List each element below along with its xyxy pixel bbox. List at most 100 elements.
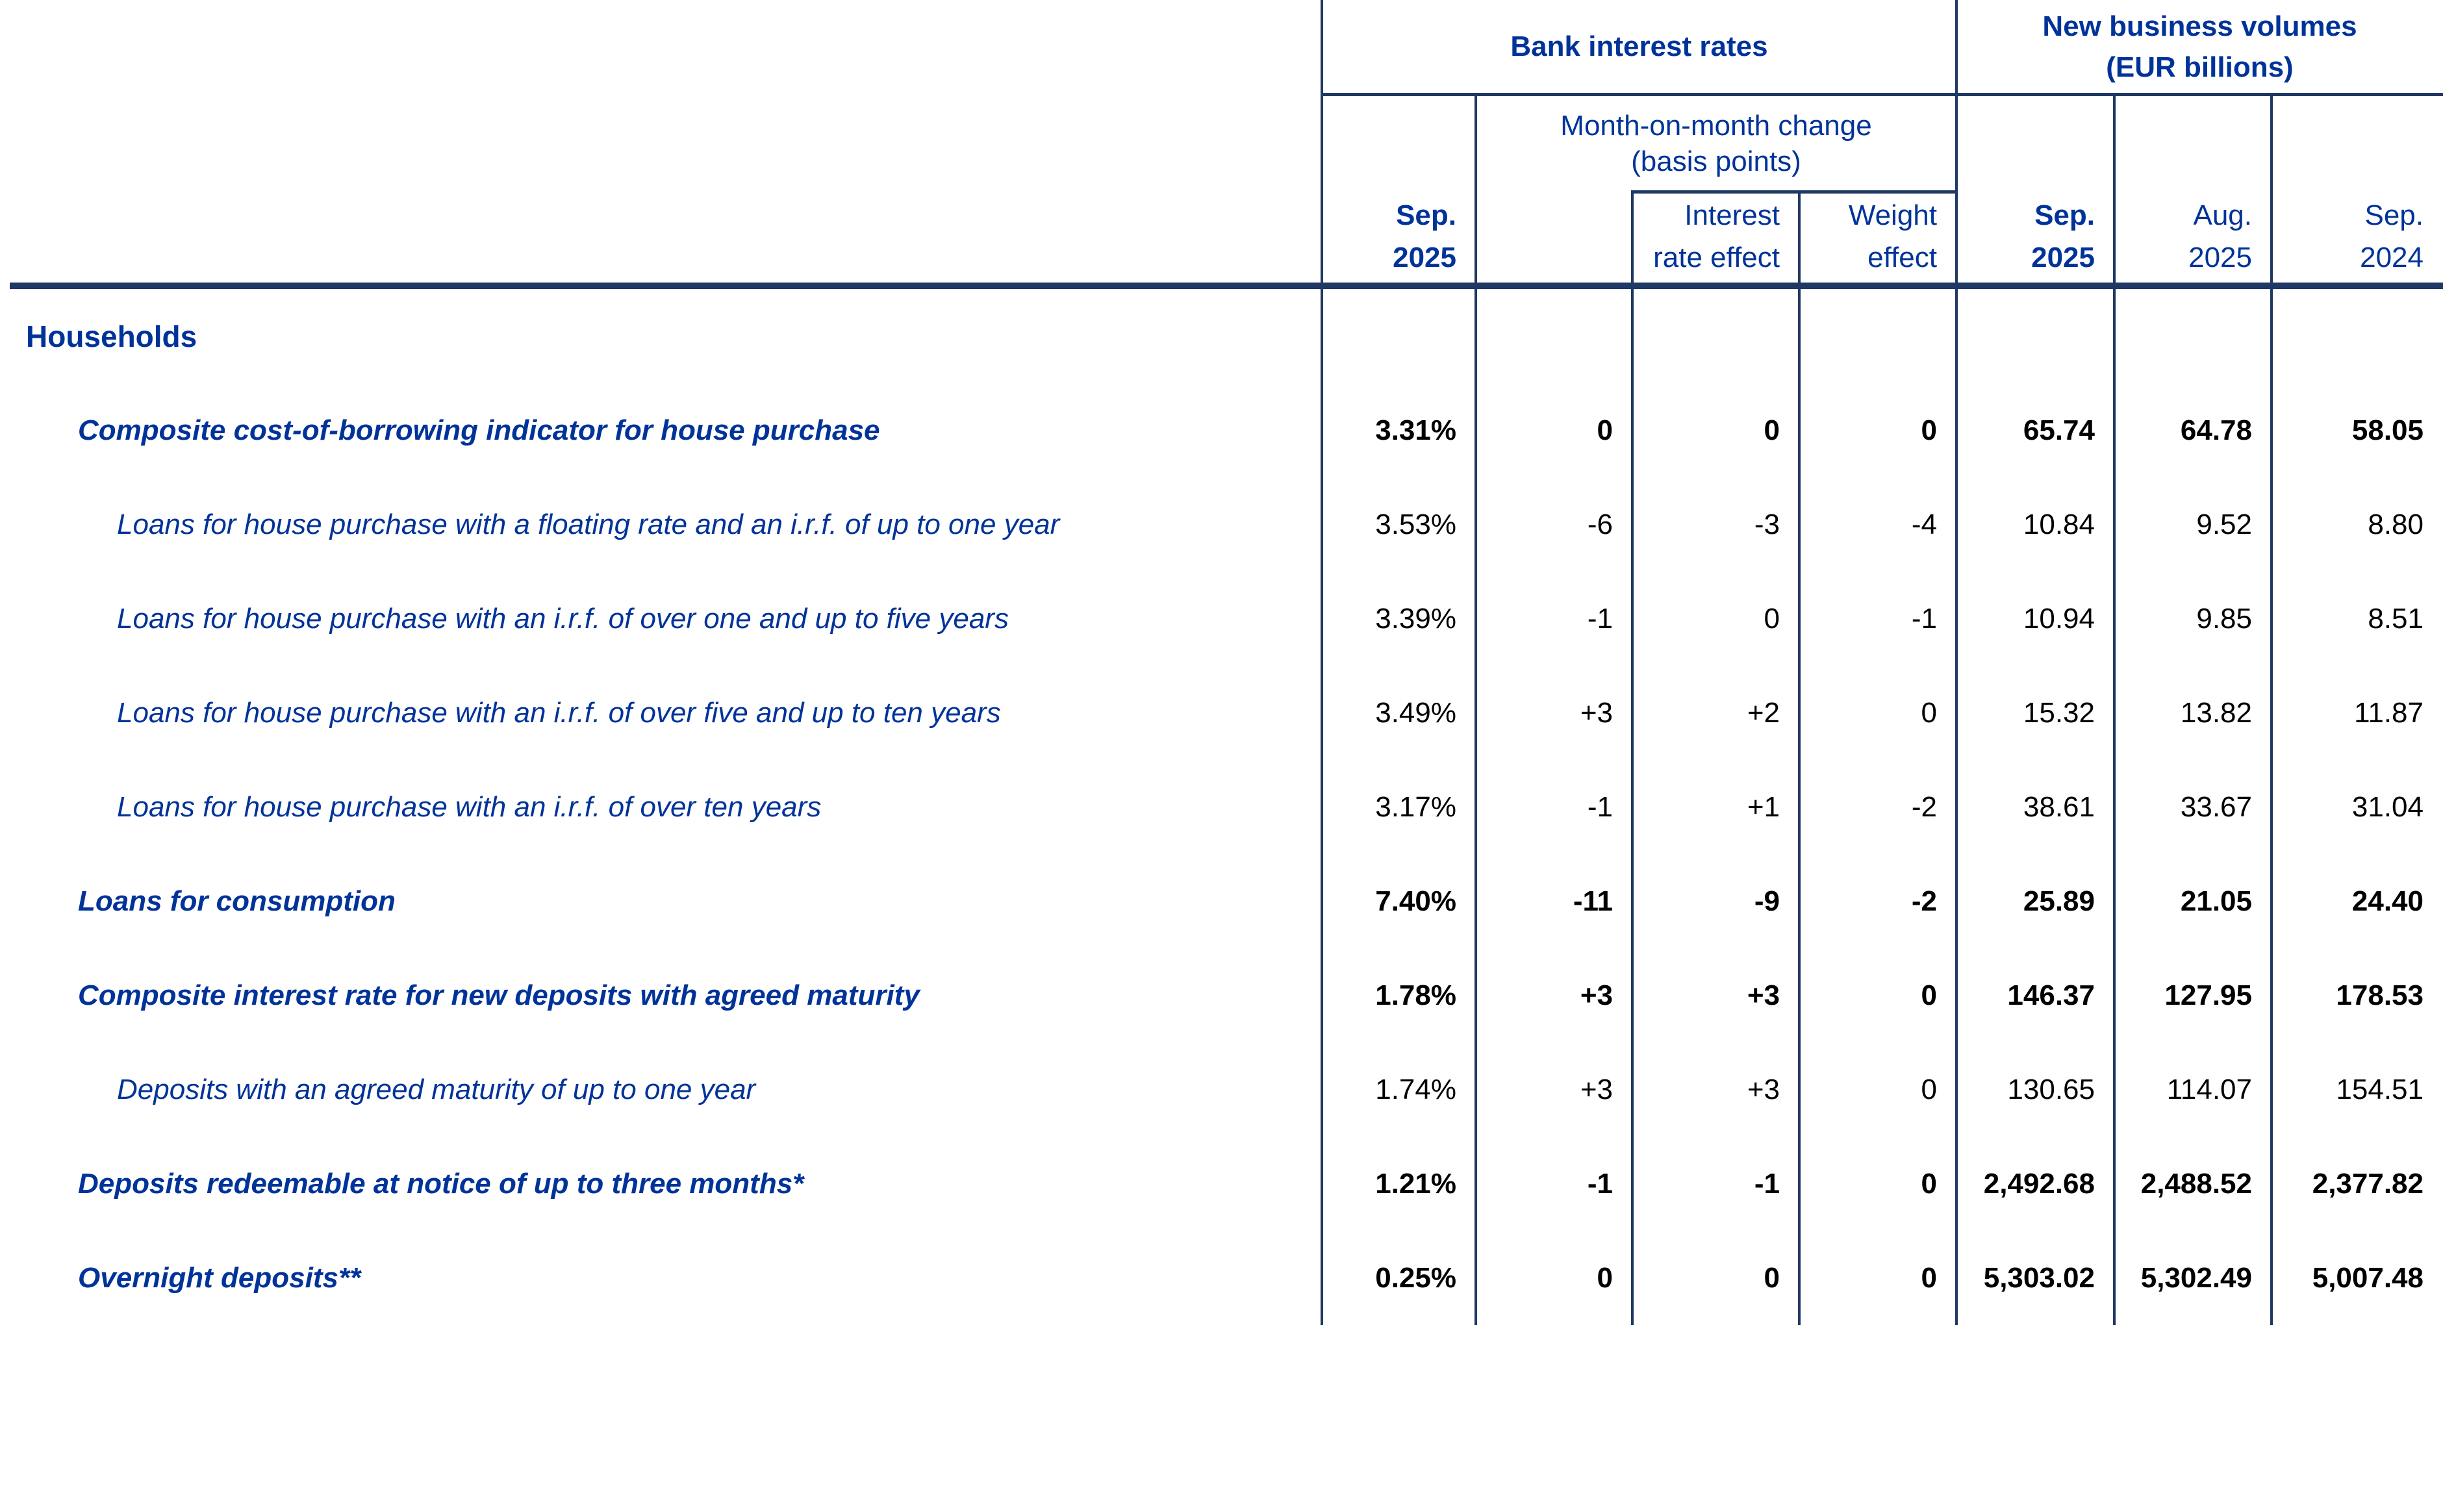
rate-sep-2025-cell: 1.78% — [1375, 979, 1456, 1011]
volume-sep-2024-cell: 8.51 — [2368, 602, 2424, 635]
interest-rate-effect-cell: 0 — [1764, 414, 1780, 446]
volume-sep-2024-cell: 2,377.82 — [2312, 1167, 2424, 1200]
header-new-business-volumes-line1: New business volumes — [2042, 10, 2357, 42]
volume-sep-2024-cell: 5,007.48 — [2312, 1261, 2424, 1294]
volume-aug-2025-cell: 64.78 — [2180, 414, 2252, 446]
volume-sep-2025-cell: 10.94 — [2023, 602, 2095, 635]
volume-sep-2024-cell: 58.05 — [2351, 414, 2424, 446]
mom-change-cell: 0 — [1597, 1261, 1613, 1294]
interest-rate-effect-cell: -1 — [1754, 1167, 1780, 1200]
table-row: Loans for house purchase with an i.r.f. … — [0, 666, 2443, 760]
column-header-volume-sep-2025-line2: 2025 — [2031, 242, 2095, 273]
column-header-rate-sep-2025-line2: 2025 — [1393, 242, 1456, 273]
table-row: Deposits with an agreed maturity of up t… — [0, 1042, 2443, 1137]
header-mom-line1: Month-on-month change — [1560, 109, 1872, 142]
interest-rate-effect-cell: -9 — [1754, 885, 1780, 917]
column-header-weight-effect-line1: Weight — [1848, 199, 1937, 231]
section-title: Households — [26, 319, 197, 353]
mom-change-cell: -1 — [1587, 602, 1613, 635]
rate-sep-2025-cell: 0.25% — [1375, 1261, 1456, 1294]
row-label: Composite cost-of-borrowing indicator fo… — [78, 414, 880, 446]
column-header-volume-sep-2025: Sep. 2025 — [1956, 190, 2114, 283]
volume-sep-2024-cell: 24.40 — [2351, 885, 2424, 917]
column-header-weight-effect-line2: effect — [1867, 242, 1937, 273]
weight-effect-cell: 0 — [1921, 1261, 1937, 1294]
table-row: Loans for house purchase with an i.r.f. … — [0, 760, 2443, 854]
group-header-bottom-line — [1321, 93, 2443, 96]
volume-sep-2025-cell: 130.65 — [2007, 1073, 2095, 1105]
volume-sep-2025-cell: 65.74 — [2023, 414, 2095, 446]
row-label: Overnight deposits** — [78, 1261, 361, 1294]
rate-sep-2025-cell: 3.39% — [1375, 602, 1456, 635]
header-bank-interest-rates: Bank interest rates — [1322, 0, 1956, 93]
header-new-business-volumes-line2: (EUR billions) — [2106, 51, 2294, 83]
interest-rate-effect-cell: +3 — [1747, 979, 1780, 1011]
row-label: Loans for house purchase with a floating… — [117, 508, 1060, 540]
row-label: Loans for consumption — [78, 885, 396, 917]
mom-change-cell: 0 — [1597, 414, 1613, 446]
weight-effect-cell: -1 — [1911, 602, 1937, 635]
rate-sep-2025-cell: 3.49% — [1375, 696, 1456, 729]
header-body-separator-line — [10, 283, 2443, 289]
mom-change-cell: -6 — [1587, 508, 1613, 540]
volume-aug-2025-cell: 13.82 — [2180, 696, 2252, 729]
volume-aug-2025-cell: 9.52 — [2196, 508, 2252, 540]
interest-rate-effect-cell: 0 — [1764, 1261, 1780, 1294]
weight-effect-cell: -2 — [1911, 790, 1937, 823]
volume-aug-2025-cell: 9.85 — [2196, 602, 2252, 635]
mom-change-cell: +3 — [1580, 696, 1613, 729]
volume-aug-2025-cell: 33.67 — [2180, 790, 2252, 823]
volume-sep-2025-cell: 38.61 — [2023, 790, 2095, 823]
mom-change-cell: +3 — [1580, 1073, 1613, 1105]
column-header-volume-aug-2025-line2: 2025 — [2188, 242, 2252, 273]
volume-sep-2024-cell: 154.51 — [2336, 1073, 2424, 1105]
table-row: Loans for consumption 7.40% -11 -9 -2 25… — [0, 854, 2443, 948]
weight-effect-cell: -4 — [1911, 508, 1937, 540]
volume-sep-2024-cell: 8.80 — [2368, 508, 2424, 540]
volume-aug-left-divider-line — [2113, 94, 2116, 1325]
column-header-rate-sep-2025: Sep. 2025 — [1322, 190, 1476, 283]
column-header-volume-aug-2025: Aug. 2025 — [2114, 190, 2272, 283]
weight-effect-left-divider-line — [1798, 190, 1801, 1325]
table-row: Composite interest rate for new deposits… — [0, 948, 2443, 1042]
header-new-business-volumes: New business volumes (EUR billions) — [1956, 0, 2443, 93]
weight-effect-cell: 0 — [1921, 1167, 1937, 1200]
header-bank-interest-rates-label: Bank interest rates — [1510, 30, 1768, 62]
column-header-rate-sep-2025-line1: Sep. — [1396, 199, 1456, 231]
volume-sep-2024-cell: 11.87 — [2354, 696, 2424, 729]
column-header-interest-rate-effect: Interest rate effect — [1632, 190, 1799, 283]
rates-volumes-divider-line — [1955, 0, 1958, 1325]
row-label: Loans for house purchase with an i.r.f. … — [117, 696, 1001, 729]
mom-change-cell: +3 — [1580, 979, 1613, 1011]
table-row: Overnight deposits** 0.25% 0 0 0 5,303.0… — [0, 1231, 2443, 1325]
row-label: Deposits with an agreed maturity of up t… — [117, 1073, 756, 1105]
column-header-weight-effect: Weight effect — [1799, 190, 1956, 283]
column-header-volume-sep-2025-line1: Sep. — [2034, 199, 2095, 231]
weight-effect-cell: 0 — [1921, 979, 1937, 1011]
interest-rate-effect-cell: -3 — [1754, 508, 1780, 540]
rate-column-divider-line — [1475, 94, 1477, 1325]
interest-rate-effect-cell: 0 — [1764, 602, 1780, 635]
column-header-interest-rate-effect-line1: Interest — [1684, 199, 1780, 231]
rate-sep-2025-cell: 1.74% — [1375, 1073, 1456, 1105]
volume-sep-2025-cell: 15.32 — [2023, 696, 2095, 729]
interest-rate-effect-cell: +2 — [1747, 696, 1780, 729]
rate-sep-2025-cell: 1.21% — [1375, 1167, 1456, 1200]
mom-subheader-bottom-line — [1631, 190, 1956, 194]
column-header-volume-aug-2025-line1: Aug. — [2193, 199, 2252, 231]
mom-change-cell: -1 — [1587, 790, 1613, 823]
interest-rate-effect-cell: +1 — [1747, 790, 1780, 823]
interest-effect-left-divider-line — [1631, 190, 1634, 1325]
volume-sep-2025-cell: 10.84 — [2023, 508, 2095, 540]
column-header-volume-sep-2024: Sep. 2024 — [2272, 190, 2443, 283]
column-header-volume-sep-2024-line1: Sep. — [2364, 199, 2424, 231]
column-header-volume-sep-2024-line2: 2024 — [2360, 242, 2424, 273]
mom-change-cell: -11 — [1573, 885, 1613, 917]
volume-aug-2025-cell: 127.95 — [2164, 979, 2252, 1011]
weight-effect-cell: 0 — [1921, 414, 1937, 446]
row-label: Loans for house purchase with an i.r.f. … — [117, 790, 822, 823]
volume-aug-2025-cell: 114.07 — [2166, 1073, 2252, 1105]
volume-sep-2025-cell: 25.89 — [2023, 885, 2095, 917]
header-month-on-month-change: Month-on-month change (basis points) — [1476, 96, 1956, 190]
